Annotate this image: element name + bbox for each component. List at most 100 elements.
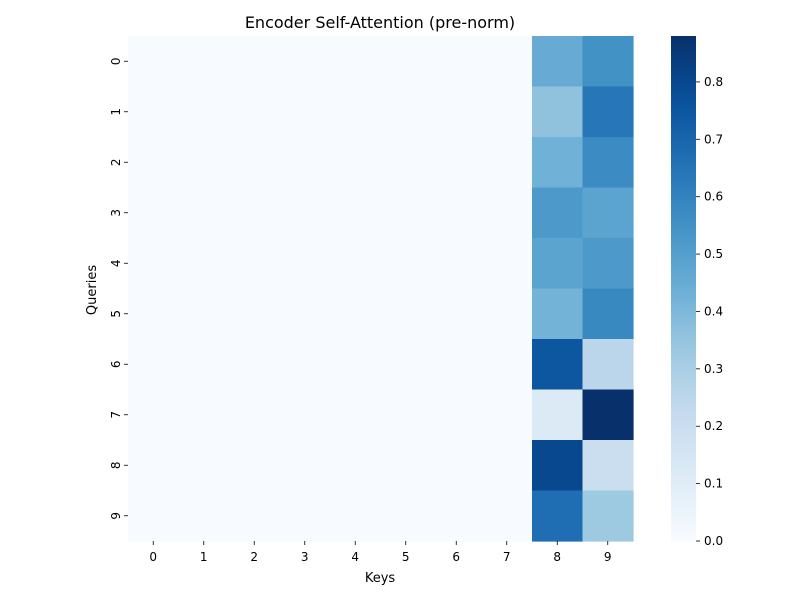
heatmap-cell — [229, 137, 281, 189]
x-tick-label: 0 — [149, 550, 157, 564]
colorbar-tick-label: 0.2 — [704, 419, 723, 433]
heatmap-cell — [128, 187, 180, 239]
heatmap-cell — [330, 36, 382, 88]
heatmap-cell — [481, 440, 533, 492]
heatmap-cell — [380, 440, 432, 492]
x-tick-label: 7 — [503, 550, 511, 564]
colorbar-tick-label: 0.7 — [704, 132, 723, 146]
heatmap-cell — [532, 440, 584, 492]
heatmap-cell — [229, 440, 281, 492]
heatmap-cell — [229, 389, 281, 441]
heatmap-cell — [582, 490, 634, 542]
heatmap-cell — [330, 137, 382, 189]
y-tick-label: 4 — [109, 259, 123, 267]
heatmap-cell — [330, 187, 382, 239]
heatmap-cell — [380, 86, 432, 138]
heatmap-cell — [330, 339, 382, 391]
colorbar-tick-label: 0.6 — [704, 190, 723, 204]
heatmap-cell — [431, 339, 483, 391]
heatmap-cell — [380, 389, 432, 441]
heatmap-cells — [128, 36, 634, 542]
x-tick-label: 5 — [402, 550, 410, 564]
heatmap-cell — [532, 339, 584, 391]
heatmap-cell — [330, 238, 382, 290]
heatmap-cell — [279, 36, 331, 88]
heatmap-cell — [229, 288, 281, 340]
heatmap-cell — [481, 36, 533, 88]
heatmap-cell — [330, 288, 382, 340]
y-tick-label: 6 — [109, 360, 123, 368]
heatmap-cell — [128, 137, 180, 189]
heatmap-cell — [178, 288, 230, 340]
heatmap-cell — [279, 137, 331, 189]
heatmap-cell — [481, 339, 533, 391]
colorbar-gradient — [671, 36, 696, 541]
heatmap-cell — [279, 339, 331, 391]
heatmap-cell — [431, 288, 483, 340]
x-tick-label: 9 — [604, 550, 612, 564]
heatmap-cell — [128, 339, 180, 391]
heatmap-cell — [128, 490, 180, 542]
y-tick-label: 9 — [109, 512, 123, 520]
heatmap-cell — [582, 238, 634, 290]
heatmap-cell — [178, 137, 230, 189]
heatmap-cell — [128, 36, 180, 88]
heatmap-cell — [380, 137, 432, 189]
heatmap-cell — [431, 36, 483, 88]
heatmap-cell — [279, 86, 331, 138]
y-tick-label: 5 — [109, 310, 123, 318]
heatmap-cell — [380, 288, 432, 340]
heatmap-cell — [481, 238, 533, 290]
heatmap-cell — [380, 187, 432, 239]
x-axis-label: Keys — [365, 571, 396, 586]
heatmap-cell — [178, 339, 230, 391]
heatmap-cell — [582, 440, 634, 492]
heatmap-cell — [532, 187, 584, 239]
heatmap-cell — [279, 389, 331, 441]
colorbar-tick-label: 0.1 — [704, 477, 723, 491]
colorbar-tick-label: 0.3 — [704, 362, 723, 376]
heatmap-cell — [330, 86, 382, 138]
heatmap-cell — [178, 490, 230, 542]
heatmap-cell — [532, 389, 584, 441]
heatmap-cell — [128, 288, 180, 340]
colorbar-tick-label: 0.0 — [704, 534, 723, 548]
heatmap-cell — [582, 36, 634, 88]
heatmap-cell — [178, 440, 230, 492]
x-axis: 0 1 2 3 4 5 6 7 8 9 — [149, 541, 612, 564]
heatmap-cell — [481, 288, 533, 340]
heatmap-cell — [229, 238, 281, 290]
heatmap-cell — [229, 339, 281, 391]
heatmap-cell — [380, 36, 432, 88]
y-tick-label: 8 — [109, 461, 123, 469]
colorbar-tick-label: 0.8 — [704, 75, 723, 89]
y-tick-label: 0 — [109, 57, 123, 65]
heatmap-cell — [380, 490, 432, 542]
heatmap-cell — [229, 490, 281, 542]
heatmap-cell — [532, 137, 584, 189]
x-tick-label: 4 — [351, 550, 359, 564]
chart-title: Encoder Self-Attention (pre-norm) — [245, 13, 515, 32]
x-tick-label: 6 — [452, 550, 460, 564]
heatmap-cell — [532, 36, 584, 88]
y-tick-label: 7 — [109, 411, 123, 419]
heatmap-cell — [582, 288, 634, 340]
heatmap-cell — [431, 440, 483, 492]
heatmap-cell — [178, 389, 230, 441]
heatmap-cell — [279, 490, 331, 542]
heatmap-cell — [279, 238, 331, 290]
heatmap-cell — [582, 339, 634, 391]
heatmap-cell — [532, 288, 584, 340]
x-tick-label: 1 — [200, 550, 208, 564]
heatmap-cell — [178, 238, 230, 290]
y-axis-label: Queries — [85, 265, 100, 315]
heatmap-cell — [532, 86, 584, 138]
heatmap-cell — [481, 490, 533, 542]
heatmap-cell — [532, 490, 584, 542]
colorbar: 0.0 0.1 0.2 0.3 0.4 0.5 0.6 0.7 0.8 — [671, 36, 723, 548]
heatmap-cell — [178, 36, 230, 88]
heatmap-cell — [431, 137, 483, 189]
x-tick-label: 8 — [553, 550, 561, 564]
heatmap-cell — [330, 490, 382, 542]
